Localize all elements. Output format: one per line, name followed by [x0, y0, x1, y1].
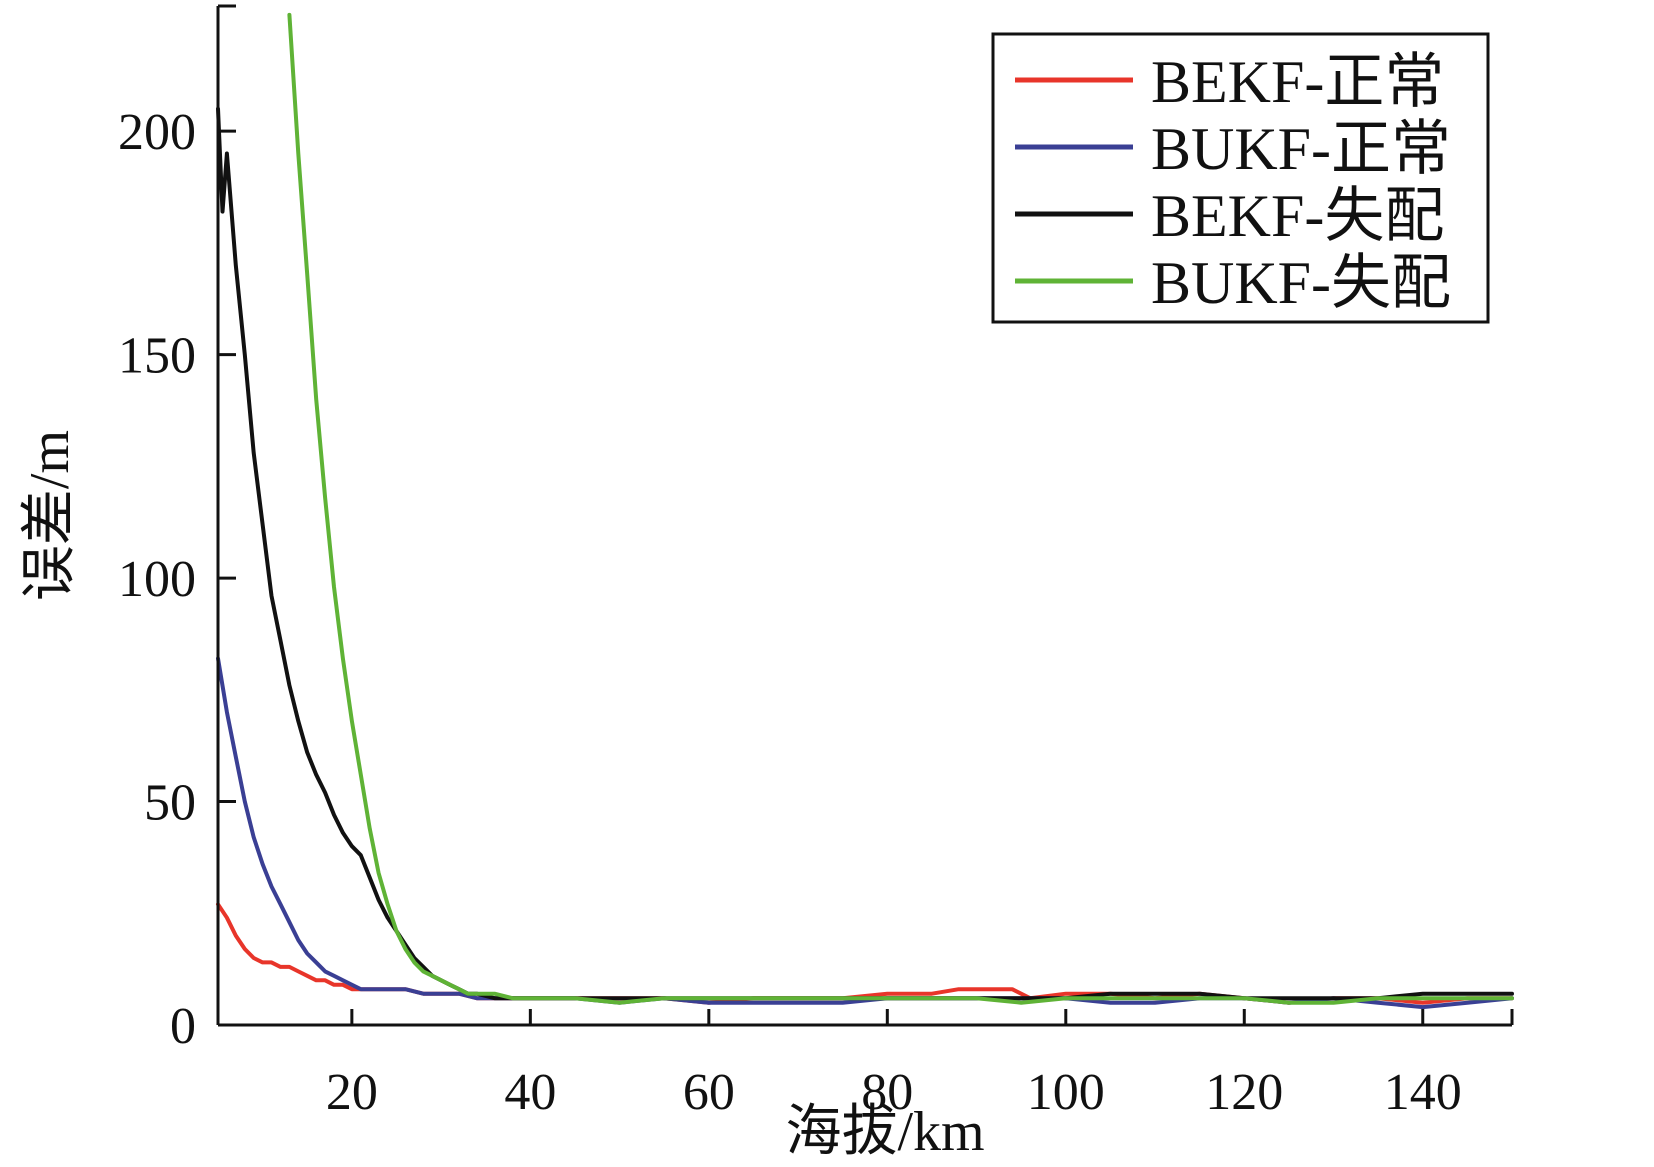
x-tick-label: 120: [1205, 1064, 1283, 1121]
y-axis-ticks: 0 50 100 150 200: [118, 4, 236, 1055]
x-tick-label: 80: [861, 1064, 913, 1121]
y-axis-label: 误差/m: [19, 430, 81, 601]
x-tick-label: 60: [683, 1064, 735, 1121]
series-line-4: [287, 12, 1514, 1005]
legend-label: BEKF-失配: [1151, 183, 1444, 249]
x-tick-label: 140: [1384, 1064, 1462, 1121]
axes: [216, 6, 1512, 1027]
legend-label: BUKF-失配: [1151, 250, 1451, 316]
y-tick-label: 150: [118, 328, 196, 385]
y-tick-label: 100: [118, 551, 196, 608]
legend-label: BEKF-正常: [1151, 49, 1444, 115]
legend-label: BUKF-正常: [1151, 116, 1451, 182]
x-tick-label: 40: [504, 1064, 556, 1121]
x-tick-label: 100: [1027, 1064, 1105, 1121]
x-tick-label: 20: [326, 1064, 378, 1121]
y-tick-label: 0: [170, 998, 196, 1055]
y-tick-label: 50: [144, 775, 196, 832]
y-tick-label: 200: [118, 104, 196, 161]
plot-lines: [216, 12, 1514, 1010]
x-axis-label: 海拔/km: [785, 1101, 984, 1163]
x-axis-ticks: 20 40 60 80 100 120 140: [326, 1009, 1514, 1121]
